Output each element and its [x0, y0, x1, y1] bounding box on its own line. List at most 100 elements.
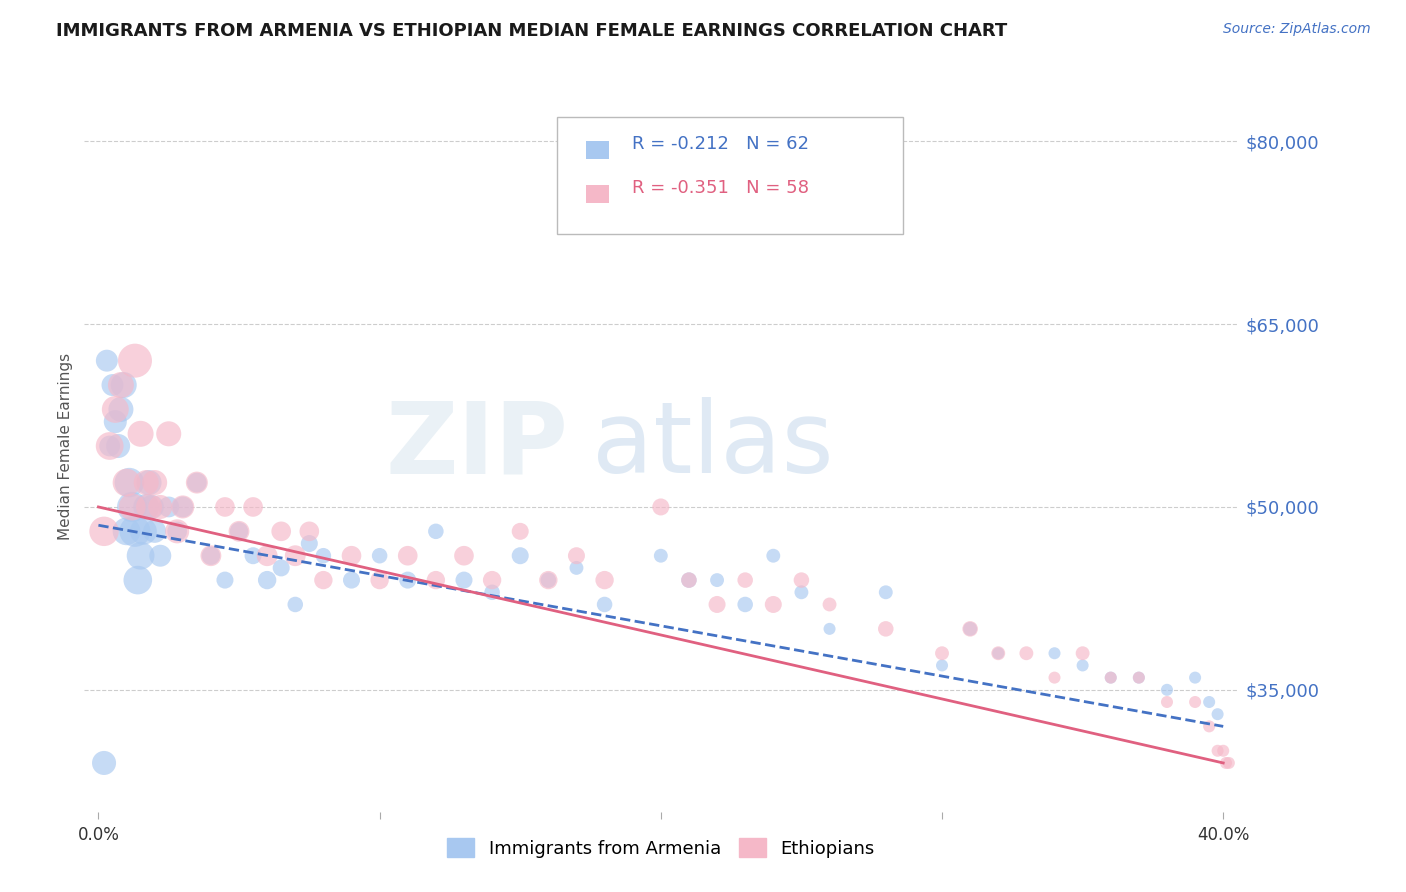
Point [186, 475, 208, 490]
Point [1215, 756, 1237, 770]
Point [124, 524, 146, 539]
Point [931, 646, 953, 660]
Point [1198, 719, 1220, 733]
Point [340, 549, 363, 563]
Point [129, 426, 152, 441]
Point [166, 524, 188, 539]
Point [425, 573, 447, 587]
Point [1099, 671, 1122, 685]
Point [565, 549, 588, 563]
Point [104, 402, 127, 417]
Point [509, 549, 531, 563]
Point [818, 622, 841, 636]
Point [214, 500, 236, 514]
Point [98, 439, 121, 453]
Point [762, 549, 785, 563]
Point [481, 573, 503, 587]
Point [1206, 744, 1229, 758]
Point [396, 573, 419, 587]
Text: R = -0.212   N = 62: R = -0.212 N = 62 [633, 136, 808, 153]
Point [149, 500, 172, 514]
Point [172, 500, 194, 514]
Point [270, 561, 292, 575]
Point [93, 756, 115, 770]
Point [166, 524, 188, 539]
Point [650, 549, 672, 563]
Point [706, 573, 728, 587]
Point [818, 598, 841, 612]
Point [1212, 744, 1234, 758]
Point [509, 524, 531, 539]
Point [790, 573, 813, 587]
Point [396, 549, 419, 563]
Point [141, 500, 163, 514]
Point [93, 524, 115, 539]
Point [678, 573, 700, 587]
Point [96, 353, 118, 368]
Point [875, 585, 897, 599]
Point [1206, 707, 1229, 722]
Point [256, 549, 278, 563]
Point [98, 439, 121, 453]
Point [312, 573, 335, 587]
Point [1128, 671, 1150, 685]
Point [127, 573, 149, 587]
Point [1156, 682, 1178, 697]
Point [298, 524, 321, 539]
Point [1015, 646, 1038, 660]
FancyBboxPatch shape [586, 185, 609, 202]
Point [1128, 671, 1150, 685]
Point [734, 573, 756, 587]
Point [157, 426, 180, 441]
Point [734, 598, 756, 612]
Point [149, 549, 172, 563]
Text: R = -0.351   N = 58: R = -0.351 N = 58 [633, 179, 808, 197]
Point [129, 549, 152, 563]
Point [135, 475, 157, 490]
Point [453, 549, 475, 563]
Point [143, 524, 166, 539]
Point [118, 475, 141, 490]
Point [425, 524, 447, 539]
Point [481, 585, 503, 599]
Point [1218, 756, 1240, 770]
Point [1043, 671, 1066, 685]
Point [101, 378, 124, 392]
Legend: Immigrants from Armenia, Ethiopians: Immigrants from Armenia, Ethiopians [440, 831, 882, 865]
Text: IMMIGRANTS FROM ARMENIA VS ETHIOPIAN MEDIAN FEMALE EARNINGS CORRELATION CHART: IMMIGRANTS FROM ARMENIA VS ETHIOPIAN MED… [56, 22, 1008, 40]
Point [987, 646, 1010, 660]
Point [228, 524, 250, 539]
Point [1184, 671, 1206, 685]
Point [298, 536, 321, 550]
Point [284, 598, 307, 612]
Point [172, 500, 194, 514]
Point [931, 658, 953, 673]
Point [107, 439, 129, 453]
Text: Source: ZipAtlas.com: Source: ZipAtlas.com [1223, 22, 1371, 37]
FancyBboxPatch shape [557, 117, 903, 234]
Point [200, 549, 222, 563]
Point [256, 573, 278, 587]
Point [115, 475, 138, 490]
Point [1198, 695, 1220, 709]
Point [1043, 646, 1066, 660]
Point [138, 500, 160, 514]
Point [124, 353, 146, 368]
Point [453, 573, 475, 587]
Point [593, 598, 616, 612]
Point [762, 598, 785, 612]
Point [875, 622, 897, 636]
Point [121, 500, 143, 514]
Point [650, 500, 672, 514]
Point [1099, 671, 1122, 685]
Point [1184, 695, 1206, 709]
Point [228, 524, 250, 539]
Point [110, 402, 132, 417]
Point [340, 573, 363, 587]
Point [110, 378, 132, 392]
Point [115, 524, 138, 539]
Point [104, 415, 127, 429]
Point [242, 549, 264, 563]
Point [368, 549, 391, 563]
Point [312, 549, 335, 563]
